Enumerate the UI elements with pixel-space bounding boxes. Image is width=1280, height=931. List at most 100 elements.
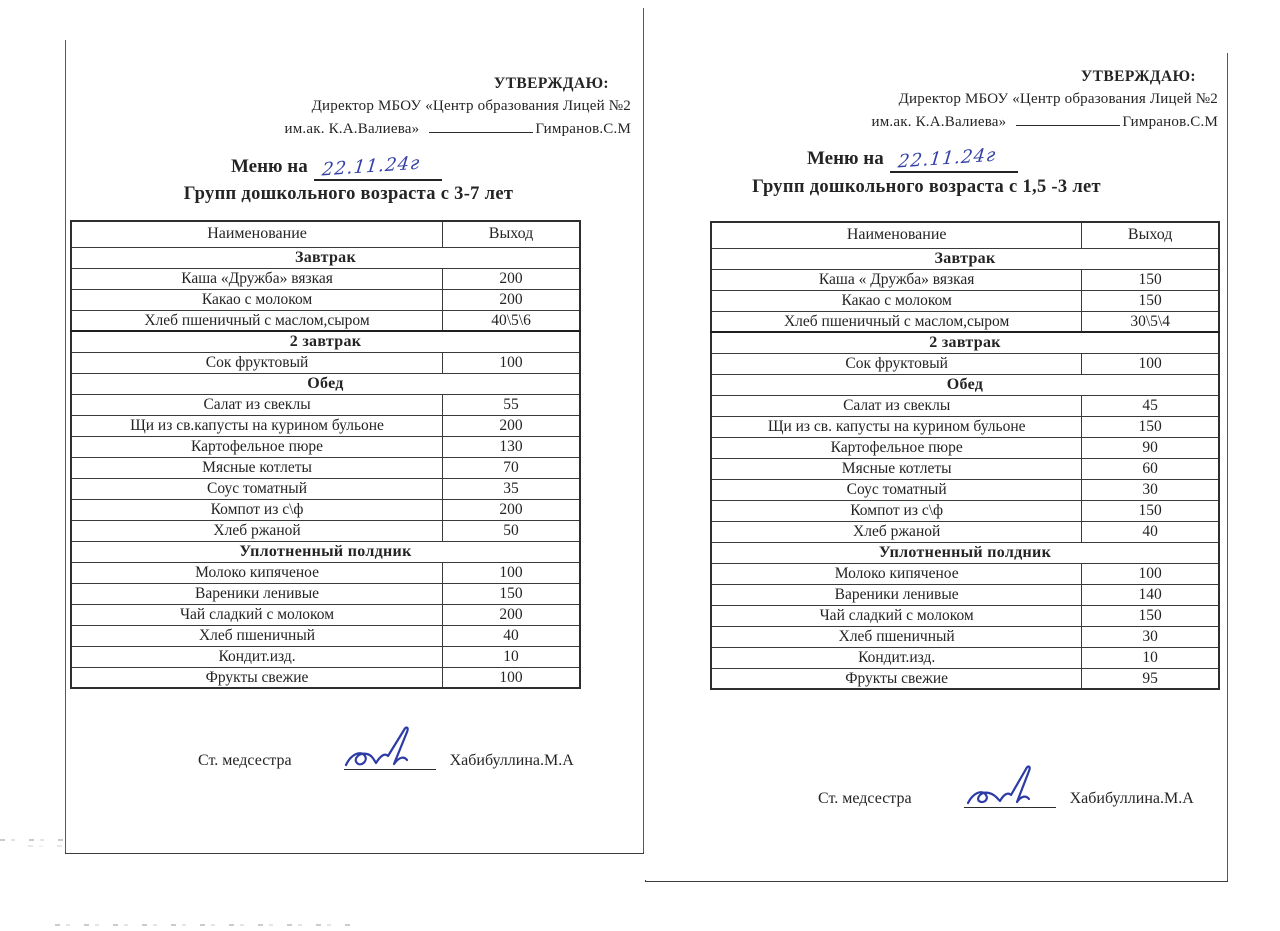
dish-name-cell: Чай сладкий с молоком [710,604,1083,627]
dish-output-cell: 10 [1081,646,1220,669]
meal-section-label: 2 завтрак [710,331,1220,354]
dish-output-cell: 150 [1081,415,1220,438]
dish-name-cell: Вареники ленивые [710,583,1083,606]
approval-signature-blank [429,119,534,133]
menu-page-ages-3-7: УТВЕРЖДАЮ: Директор МБОУ «Центр образова… [66,14,643,853]
menu-item-row: Хлеб ржаной 50 [70,519,581,542]
dish-output-cell: 55 [442,393,581,416]
menu-title-prefix: Меню на [230,156,308,177]
scan-noise-strip [55,924,355,926]
table-header-row: Наименование Выход [710,221,1220,249]
dish-output-cell: 30 [1081,625,1220,648]
signature-block: Ст. медсестра Хабибуллина.М.А [198,726,574,770]
date-underline: 22.11.24г [889,144,1019,173]
dish-output-cell: 90 [1081,436,1220,459]
dish-name-cell: Молоко кипяченое [710,562,1083,585]
dish-output-cell: 70 [442,456,581,479]
dish-output-cell: 200 [442,267,581,290]
menu-item-row: Каша « Дружба» вязкая 150 [710,268,1220,291]
approval-school-name: им.ак. К.А.Валиева» [284,121,420,137]
dish-name-cell: Какао с молоком [710,289,1083,312]
dish-name-cell: Кондит.изд. [710,646,1083,669]
dish-output-cell: 130 [442,435,581,458]
dish-name-cell: Картофельное пюре [70,435,444,458]
meal-section-row: Уплотненный полдник [710,541,1220,564]
meal-section-row: Завтрак [710,247,1220,270]
menu-item-row: Мясные котлеты 70 [70,456,581,479]
dish-output-cell: 200 [442,288,581,311]
meal-section-label: Обед [70,372,581,395]
approval-director-line: Директор МБОУ «Центр образования Лицей №… [311,98,631,114]
dish-name-cell: Хлеб ржаной [710,520,1083,543]
menu-item-row: Щи из св. капусты на курином бульоне 150 [710,415,1220,438]
dish-output-cell: 150 [1081,268,1220,291]
signature-block: Ст. медсестра Хабибуллина.М.А [818,765,1194,808]
dish-output-cell: 35 [442,477,581,500]
date-underline: 22.11.24г [313,152,443,181]
meal-section-row: Обед [710,373,1220,396]
menu-item-row: Какао с молоком 200 [70,288,581,311]
menu-item-row: Щи из св.капусты на курином бульоне 200 [70,414,581,437]
menu-item-row: Хлеб пшеничный 40 [70,624,581,647]
signature-person-name: Хабибуллина.М.А [449,752,574,769]
meal-section-label: Уплотненный полдник [710,541,1220,564]
dish-output-cell: 45 [1081,394,1220,417]
menu-item-row: Кондит.изд. 10 [70,645,581,668]
dish-name-cell: Каша « Дружба» вязкая [710,268,1083,291]
menu-item-row: Чай сладкий с молоком 150 [710,604,1220,627]
menu-item-row: Картофельное пюре 130 [70,435,581,458]
signature-role: Ст. медсестра [818,790,912,807]
dish-name-cell: Компот из с\ф [710,499,1083,522]
left-page-bottom-edge-line [65,852,644,854]
dish-name-cell: Чай сладкий с молоком [70,603,444,626]
dish-name-cell: Какао с молоком [70,288,444,311]
signature-underline [963,765,1056,808]
dish-name-cell: Фрукты свежие [710,667,1083,690]
dish-name-cell: Компот из с\ф [70,498,444,521]
dish-output-cell: 95 [1081,667,1220,690]
menu-item-row: Фрукты свежие 95 [710,667,1220,690]
menu-item-row: Хлеб пшеничный с маслом,сыром 40\5\6 [70,309,581,332]
approval-block: УТВЕРЖДАЮ: Директор МБОУ «Центр образова… [284,72,631,141]
meal-section-label: Обед [710,373,1220,396]
approval-director-name: Гимранов.С.М [1122,114,1218,130]
approval-signature-blank [1016,112,1121,126]
menu-item-row: Молоко кипяченое 100 [710,562,1220,585]
meal-section-label: 2 завтрак [70,330,581,353]
dish-output-cell: 10 [442,645,581,668]
menu-item-row: Картофельное пюре 90 [710,436,1220,459]
meal-section-row: 2 завтрак [710,331,1220,354]
column-header-output: Выход [1081,221,1220,249]
signature-underline [343,726,436,770]
dish-name-cell: Картофельное пюре [710,436,1083,459]
dish-name-cell: Молоко кипяченое [70,561,444,584]
menu-title: Меню на 22.11.24г [48,152,625,181]
meal-section-row: Уплотненный полдник [70,540,581,563]
menu-subtitle: Групп дошкольного возраста с 1,5 -3 лет [752,177,1101,197]
dish-output-cell: 140 [1081,583,1220,606]
menu-item-row: Салат из свеклы 45 [710,394,1220,417]
handwritten-date: 22.11.24г [896,144,998,173]
menu-item-row: Мясные котлеты 60 [710,457,1220,480]
dish-output-cell: 200 [442,414,581,437]
right-page-bottom-edge-line [645,880,1228,882]
dish-output-cell: 100 [1081,562,1220,585]
meal-section-label: Завтрак [710,247,1220,270]
dish-name-cell: Хлеб пшеничный [710,625,1083,648]
approval-signature-line: им.ак. К.А.Валиева» Гимранов.С.М [284,118,631,141]
dish-output-cell: 40 [442,624,581,647]
menu-item-row: Хлеб пшеничный с маслом,сыром 30\5\4 [710,310,1220,333]
menu-item-row: Вареники ленивые 150 [70,582,581,605]
meal-section-row: Завтрак [70,246,581,269]
dish-output-cell: 40 [1081,520,1220,543]
dish-output-cell: 60 [1081,457,1220,480]
menu-title: Меню на 22.11.24г [622,144,1203,173]
approval-heading: УТВЕРЖДАЮ: [493,75,609,92]
menu-item-row: Какао с молоком 150 [710,289,1220,312]
menu-item-row: Хлеб ржаной 40 [710,520,1220,543]
meal-section-label: Уплотненный полдник [70,540,581,563]
menu-item-row: Фрукты свежие 100 [70,666,581,689]
menu-item-row: Вареники ленивые 140 [710,583,1220,606]
column-header-name: Наименование [710,221,1083,249]
